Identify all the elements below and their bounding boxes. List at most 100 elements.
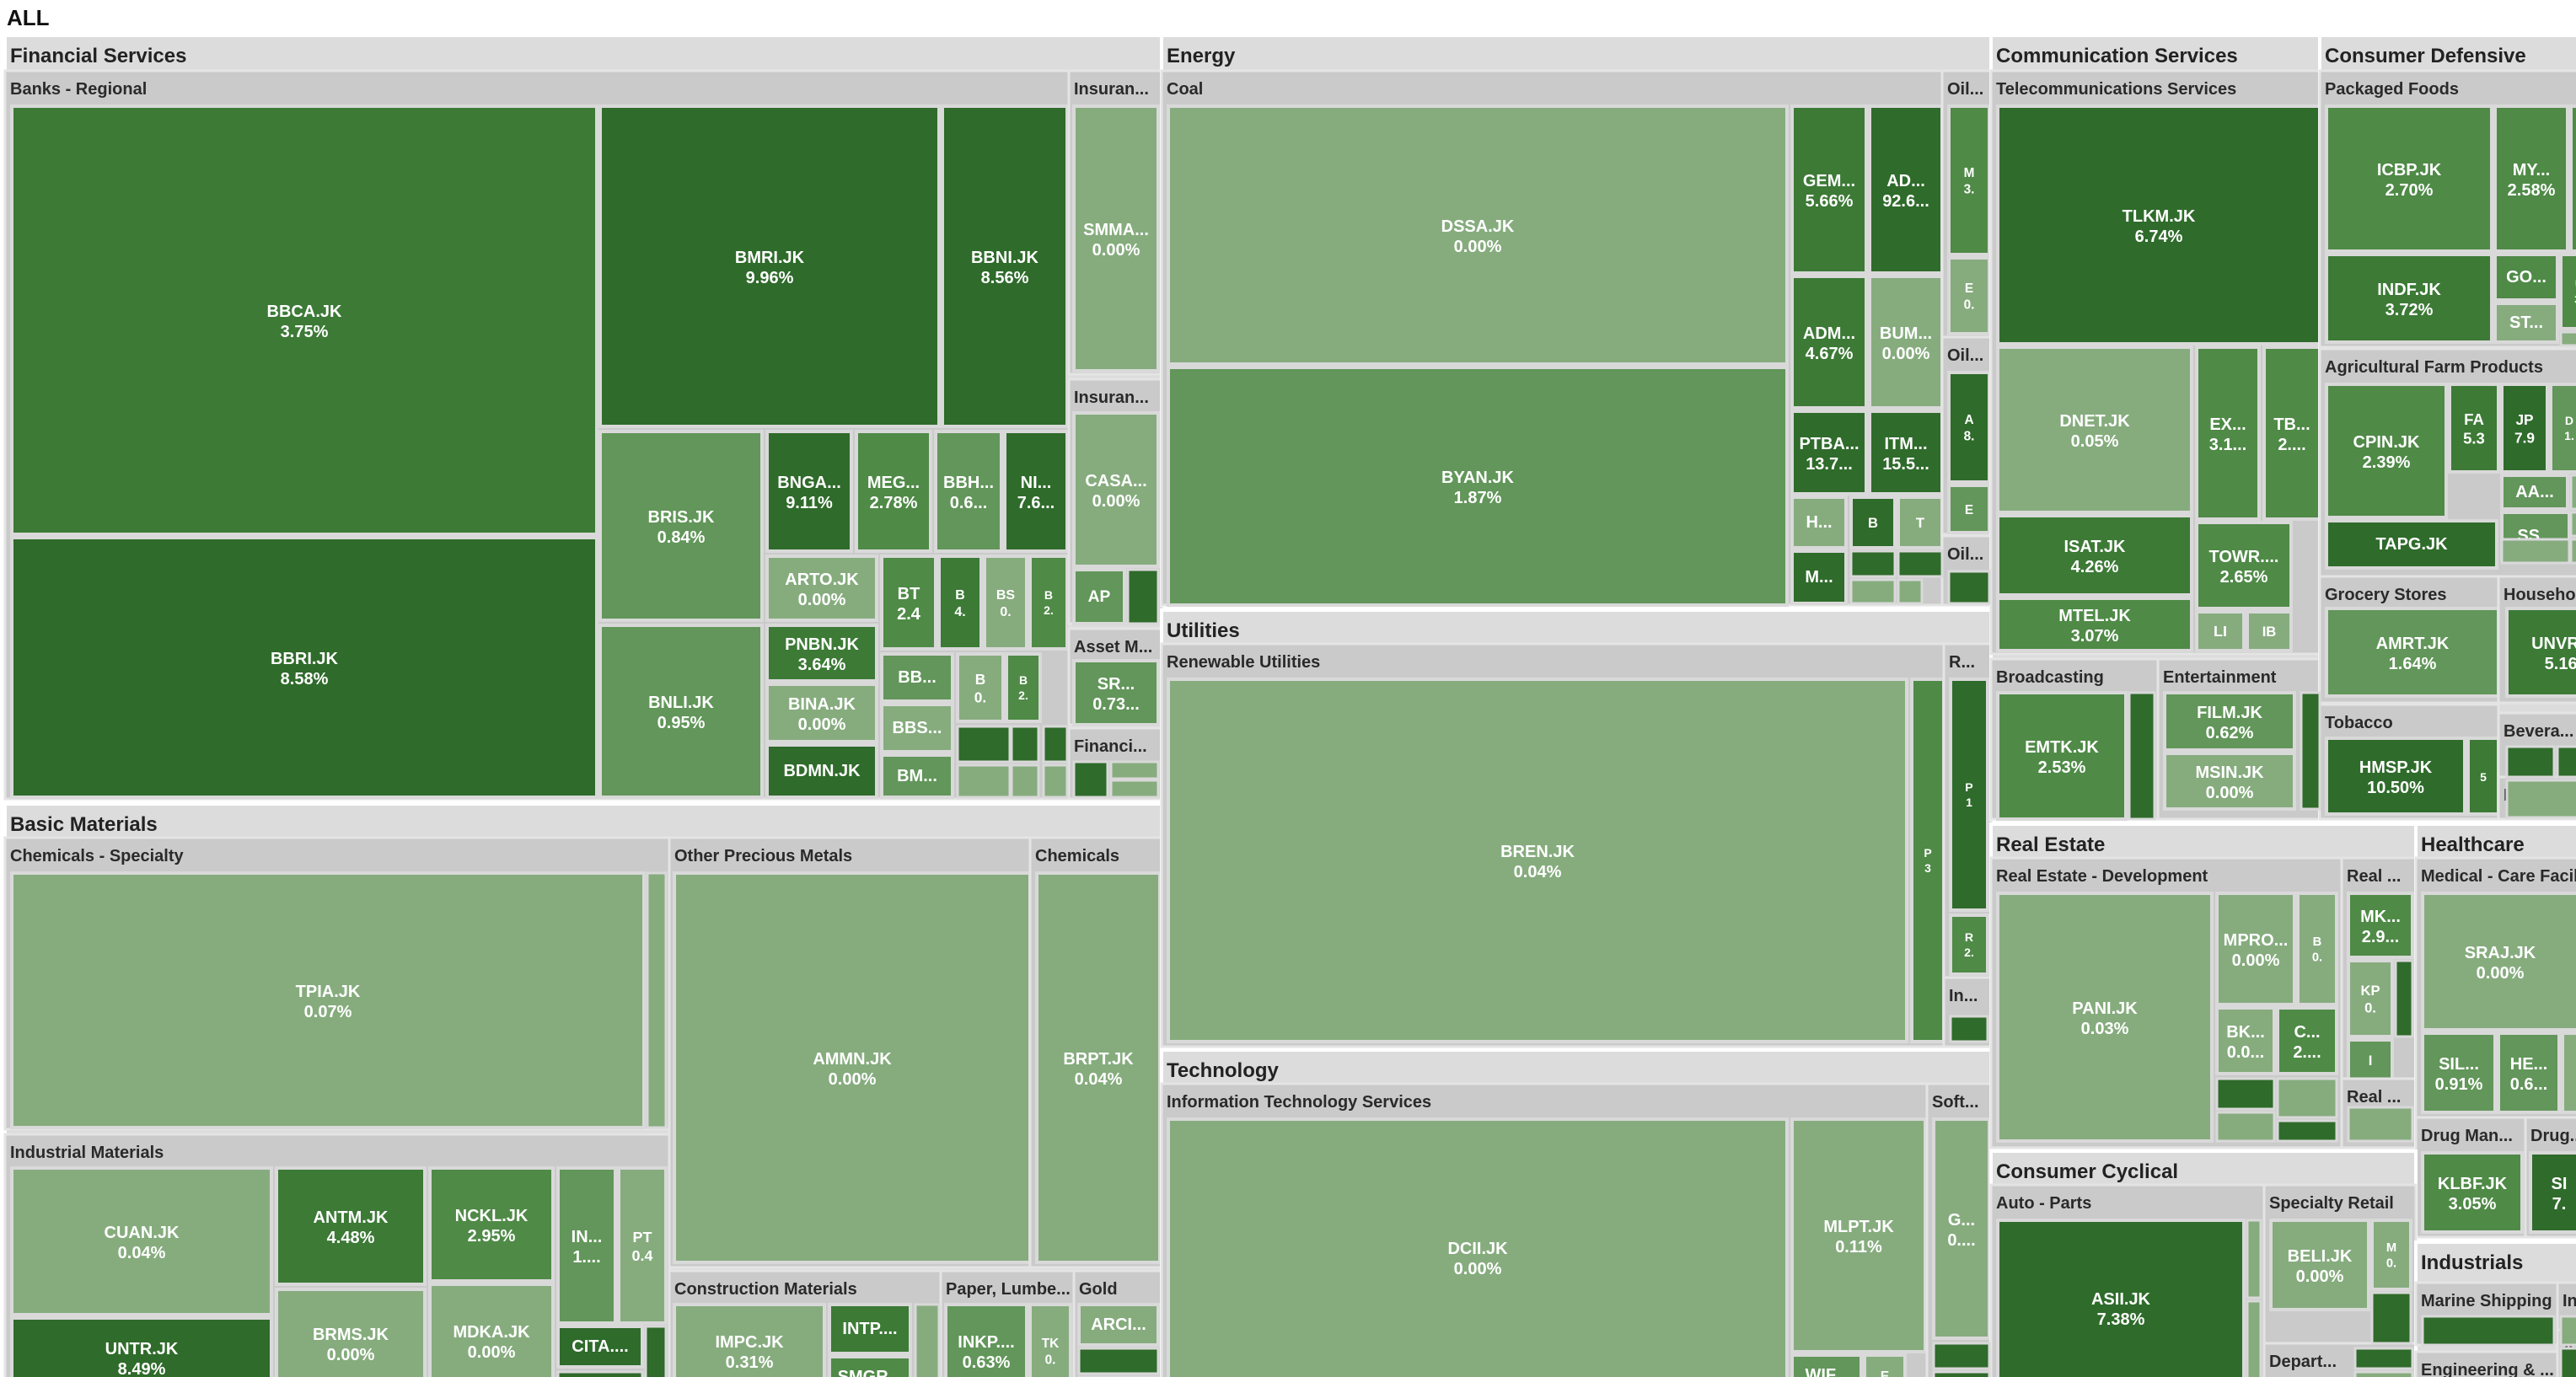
stock-tile-unlabeled[interactable] — [2505, 779, 2576, 819]
stock-tile-rect[interactable] — [765, 430, 853, 553]
stock-tile-rect[interactable] — [2493, 104, 2569, 253]
stock-tile-rect[interactable] — [1947, 371, 1991, 484]
stock-tile-unlabeled[interactable] — [1010, 764, 1040, 799]
stock-tile-bren-jk[interactable]: BREN.JK 0.04% — [1167, 678, 1908, 1043]
stock-tile-pt[interactable]: PT0.4 — [617, 1166, 668, 1325]
stock-tile-beli-jk[interactable]: BELI.JK0.00% — [2269, 1219, 2370, 1311]
stock-tile-rect[interactable] — [765, 555, 878, 622]
stock-tile-rect[interactable] — [1790, 410, 1868, 496]
stock-tile-p[interactable]: P3 — [1910, 678, 1945, 1043]
stock-tile-adm[interactable]: ADM... 4.67% — [1790, 275, 1868, 410]
stock-tile-meg[interactable]: MEG... 2.78% — [855, 430, 932, 553]
stock-tile-towr[interactable]: TOWR.... 2.65% — [2195, 521, 2293, 610]
stock-tile-bb[interactable]: BB... — [880, 652, 954, 703]
stock-tile-bbca-jk[interactable]: BBCA.JK 3.75% — [10, 104, 598, 536]
stock-tile-go[interactable]: GO... — [2493, 253, 2559, 302]
stock-tile-rect[interactable] — [828, 1355, 912, 1377]
stock-tile-rect[interactable] — [1072, 104, 1160, 372]
stock-tile-t[interactable]: T — [1897, 496, 1944, 549]
stock-tile-unlabeled[interactable] — [2246, 1219, 2262, 1299]
stock-tile-bbri-jk[interactable]: BBRI.JK 8.58% — [10, 536, 598, 799]
stock-tile-rect[interactable] — [1167, 678, 1908, 1043]
stock-tile-rect[interactable] — [1167, 1117, 1789, 1377]
stock-tile-b[interactable]: B2. — [1005, 652, 1042, 723]
stock-tile-rect[interactable] — [880, 555, 937, 651]
stock-tile-m[interactable]: M... — [1790, 549, 1848, 605]
stock-tile-bum[interactable]: BUM... 0.00% — [1868, 275, 1944, 410]
stock-tile-rect[interactable] — [2569, 104, 2576, 253]
stock-tile-hmsp-jk[interactable]: HMSP.JK 10.50% — [2325, 737, 2466, 816]
stock-tile-unlabeled[interactable] — [956, 764, 1012, 799]
stock-tile-bmri-jk[interactable]: BMRI.JK 9.96% — [598, 104, 941, 428]
stock-tile-rect[interactable] — [765, 743, 878, 799]
stock-tile-he[interactable]: HE...0.6... — [2497, 1031, 2561, 1114]
stock-tile-unlabeled[interactable] — [2421, 1315, 2556, 1347]
stock-tile-rect[interactable] — [2325, 519, 2498, 570]
stock-tile-rect[interactable] — [1849, 496, 1897, 549]
stock-tile-rect[interactable] — [956, 652, 1005, 723]
stock-tile-e[interactable]: E0. — [1947, 256, 1991, 335]
stock-tile-rect[interactable] — [1072, 568, 1126, 625]
stock-tile-rect[interactable] — [2325, 737, 2466, 816]
stock-tile-pani-jk[interactable]: PANI.JK 0.03% — [1996, 892, 2214, 1143]
stock-tile-rect[interactable] — [1868, 410, 1944, 496]
stock-tile-e[interactable]: E — [1863, 1353, 1907, 1377]
stock-tile-icbp-jk[interactable]: ICBP.JK 2.70% — [2325, 104, 2493, 253]
stock-tile-unlabeled[interactable] — [1010, 725, 1040, 764]
stock-tile-ni[interactable]: NI... 7.6... — [1003, 430, 1069, 553]
stock-tile-tpia-jk[interactable]: TPIA.JK 0.07% — [10, 871, 646, 1129]
stock-tile-tapg-jk[interactable]: TAPG.JK — [2325, 519, 2498, 570]
stock-tile-b[interactable]: B0. — [956, 652, 1005, 723]
stock-tile-rect[interactable] — [2296, 892, 2338, 1006]
stock-tile-bbh[interactable]: BBH... 0.6... — [934, 430, 1003, 553]
stock-tile-ammn-jk[interactable]: AMMN.JK0.00% — [673, 871, 1032, 1264]
stock-tile-unlabeled[interactable] — [956, 725, 1012, 764]
stock-tile-rect[interactable] — [2163, 691, 2296, 752]
stock-tile-rect[interactable] — [1790, 104, 1868, 275]
stock-tile-ptba[interactable]: PTBA... 13.7... — [1790, 410, 1868, 496]
stock-tile-rect[interactable] — [934, 430, 1003, 553]
stock-tile-rect[interactable] — [2347, 959, 2394, 1038]
stock-tile-unlabeled[interactable] — [1932, 1370, 1991, 1377]
stock-tile-rect[interactable] — [1167, 366, 1789, 607]
stock-tile-rect[interactable] — [2549, 383, 2576, 474]
stock-tile-film-jk[interactable]: FILM.JK 0.62% — [2163, 691, 2296, 752]
stock-tile-rect[interactable] — [10, 536, 598, 799]
stock-tile-ad[interactable]: AD... 92.6... — [1868, 104, 1944, 275]
stock-tile-rect[interactable] — [1949, 678, 1989, 912]
stock-tile-unlabeled[interactable] — [2569, 538, 2576, 565]
stock-tile-m[interactable]: M 0. — [2370, 1219, 2412, 1291]
stock-tile-rect[interactable] — [598, 104, 941, 428]
stock-tile-unlabeled[interactable] — [1932, 1342, 1991, 1370]
stock-tile-unlabeled[interactable] — [2246, 1299, 2262, 1377]
stock-tile-li[interactable]: LI — [2195, 610, 2246, 652]
stock-tile-unvr-jk[interactable]: UNVR.JK 5.16% — [2505, 607, 2576, 698]
stock-tile-rect[interactable] — [2370, 1219, 2412, 1291]
stock-tile-isat-jk[interactable]: ISAT.JK 4.26% — [1996, 514, 2193, 597]
stock-tile-unlabeled[interactable] — [2559, 1315, 2576, 1347]
stock-tile-rect[interactable] — [1996, 1219, 2246, 1377]
stock-tile-unlabeled[interactable] — [1126, 568, 1160, 625]
stock-tile-unlabeled[interactable] — [1077, 1347, 1160, 1375]
stock-tile-rect[interactable] — [1996, 597, 2193, 652]
stock-tile-unlabeled[interactable] — [556, 1370, 644, 1377]
stock-tile-rect[interactable] — [1028, 555, 1069, 651]
stock-tile-tb[interactable]: TB... 2.... — [2262, 346, 2321, 521]
stock-tile-rect[interactable] — [2347, 1038, 2394, 1082]
stock-tile-st[interactable]: ST... — [2493, 302, 2559, 344]
stock-tile-rect[interactable] — [428, 1166, 555, 1283]
stock-tile-rect[interactable] — [556, 1325, 644, 1369]
stock-tile-rect[interactable] — [598, 624, 764, 799]
stock-tile-bnga[interactable]: BNGA... 9.11% — [765, 430, 853, 553]
stock-tile-rect[interactable] — [2195, 521, 2293, 610]
stock-tile-rect[interactable] — [10, 104, 598, 536]
stock-tile-rect[interactable] — [2215, 892, 2296, 1006]
stock-tile-u[interactable]: U3. — [2559, 253, 2576, 330]
stock-tile-unlabeled[interactable] — [1072, 760, 1109, 799]
stock-tile-brpt-jk[interactable]: BRPT.JK0.04% — [1035, 871, 1162, 1264]
stock-tile-dnet-jk[interactable]: DNET.JK0.05% — [1996, 346, 2193, 514]
stock-tile-ib[interactable]: IB — [2246, 610, 2293, 652]
stock-tile-b[interactable]: B — [1849, 496, 1897, 549]
stock-tile-casa[interactable]: CASA... 0.00% — [1072, 411, 1160, 568]
stock-tile-unlabeled[interactable] — [646, 871, 668, 1129]
